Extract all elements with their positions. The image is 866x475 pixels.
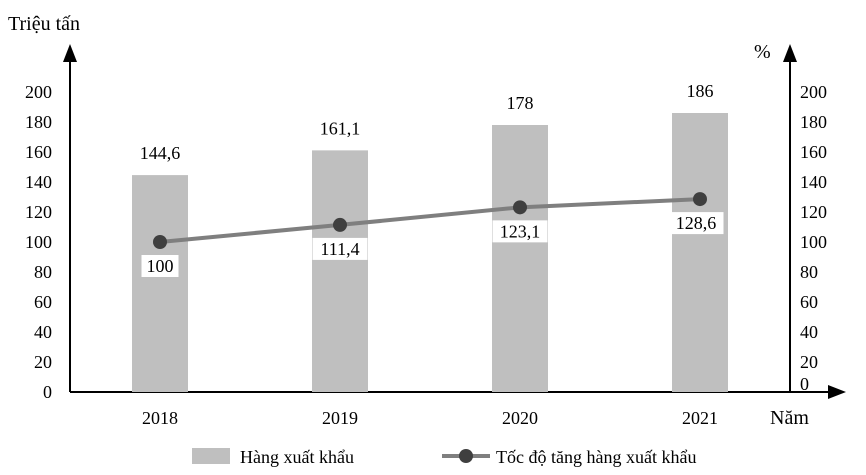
- right-tick-label: 20: [800, 352, 818, 372]
- legend-bar-label: Hàng xuất khẩu: [240, 447, 354, 467]
- line-label-background: [492, 220, 548, 243]
- x-tick-labels: 2018 2019 2020 2021: [142, 408, 718, 428]
- right-tick-label: 160: [800, 142, 827, 162]
- right-tick-label: 40: [800, 322, 818, 342]
- left-tick-labels: 0 20 40 60 80 100 120 140 160 180 200: [25, 82, 52, 402]
- line-data-label: 111,4: [320, 239, 359, 259]
- x-axis-title: Năm: [770, 407, 809, 429]
- legend-line-label: Tốc độ tăng hàng xuất khẩu: [496, 447, 696, 467]
- left-tick-label: 40: [34, 322, 52, 342]
- x-tick-label: 2020: [502, 408, 538, 428]
- x-tick-label: 2019: [322, 408, 358, 428]
- left-tick-label: 180: [25, 112, 52, 132]
- right-tick-label: 0: [800, 374, 809, 394]
- line-data-label: 128,6: [676, 213, 717, 233]
- bar: [672, 113, 728, 392]
- legend-line-marker: [459, 449, 473, 463]
- left-tick-label: 140: [25, 172, 52, 192]
- right-tick-label: 60: [800, 292, 818, 312]
- left-tick-label: 160: [25, 142, 52, 162]
- line-point: [153, 235, 167, 249]
- right-tick-label: 120: [800, 202, 827, 222]
- right-axis-title: %: [754, 41, 771, 63]
- left-tick-label: 0: [43, 382, 52, 402]
- right-tick-label: 180: [800, 112, 827, 132]
- line-path: [159, 197, 701, 244]
- line-point: [693, 192, 707, 207]
- x-tick-label: 2018: [142, 408, 178, 428]
- line-label-background: [141, 255, 179, 277]
- line-label-background: [312, 237, 368, 260]
- line-label-background: [668, 212, 724, 235]
- left-y-axis-arrow: [63, 44, 77, 62]
- bar: [492, 125, 548, 392]
- bar-data-labels: 144,6 161,1 178 186: [140, 81, 714, 163]
- bar-series: [132, 113, 728, 392]
- bar-data-label: 144,6: [140, 143, 181, 163]
- left-tick-label: 100: [25, 232, 52, 252]
- right-tick-label: 200: [800, 82, 827, 102]
- line-data-label: 123,1: [500, 221, 541, 241]
- left-tick-label: 120: [25, 202, 52, 222]
- bar-data-label: 186: [687, 81, 714, 101]
- legend-bar-swatch: [192, 448, 230, 464]
- right-tick-label: 140: [800, 172, 827, 192]
- line-data-label: 100: [147, 256, 174, 276]
- x-axis-arrow: [828, 385, 846, 399]
- line-series: 100 111,4 123,1 128,6: [141, 192, 724, 277]
- line-point: [513, 200, 527, 215]
- legend: Hàng xuất khẩu Tốc độ tăng hàng xuất khẩ…: [192, 447, 696, 467]
- left-tick-label: 80: [34, 262, 52, 282]
- left-tick-label: 60: [34, 292, 52, 312]
- right-tick-labels: 020 40 60 80 100 120 140 160 180 200: [800, 82, 827, 394]
- left-axis-title: Triệu tấn: [8, 13, 80, 35]
- line-point: [333, 217, 347, 232]
- bar-data-label: 161,1: [320, 118, 361, 138]
- bar: [312, 150, 368, 392]
- left-tick-label: 20: [34, 352, 52, 372]
- bar: [132, 175, 188, 392]
- right-tick-label: 100: [800, 232, 827, 252]
- bar-data-label: 178: [507, 93, 534, 113]
- right-y-axis-arrow: [783, 44, 797, 62]
- x-tick-label: 2021: [682, 408, 718, 428]
- left-tick-label: 200: [25, 82, 52, 102]
- right-tick-label: 80: [800, 262, 818, 282]
